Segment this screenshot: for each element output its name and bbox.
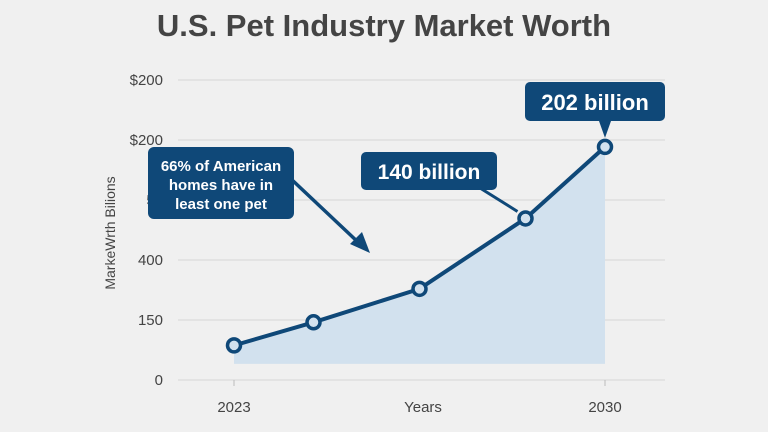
data-point: [225, 337, 243, 354]
area-fill: [234, 146, 605, 364]
callout-box-140: [361, 152, 497, 190]
annotation-text-line: 66% of American: [161, 158, 281, 175]
y-tick-label: 0: [155, 372, 163, 389]
y-tick-label: $200: [130, 132, 163, 149]
data-point: [517, 210, 534, 227]
y-axis-title: MarkeWrth Bilions: [102, 176, 118, 289]
annotation-arrow-head: [350, 232, 370, 253]
y-tick-label: $200: [130, 72, 163, 89]
callout-box-202: [525, 82, 665, 121]
y-tick-label: 150: [138, 312, 163, 329]
y-tick-label: 400: [138, 252, 163, 269]
x-tick-label: 2023: [217, 399, 250, 416]
annotation-text-line: homes have in: [169, 177, 273, 194]
data-point: [596, 138, 614, 156]
chart-title: U.S. Pet Industry Market Worth: [156, 8, 612, 43]
annotation-box: [148, 147, 294, 219]
callout-pointer: [599, 121, 611, 138]
x-axis-title: Years: [404, 399, 442, 416]
annotation-arrow-line: [288, 176, 362, 246]
callout-label-202: 202 billion: [541, 90, 649, 115]
callout-label-140: 140 billion: [378, 161, 481, 184]
callout-pointer: [479, 186, 519, 213]
data-point: [411, 280, 428, 298]
data-point: [305, 314, 322, 331]
x-tick-label: 2030: [588, 399, 621, 416]
annotation-text-line: least one pet: [175, 196, 267, 213]
